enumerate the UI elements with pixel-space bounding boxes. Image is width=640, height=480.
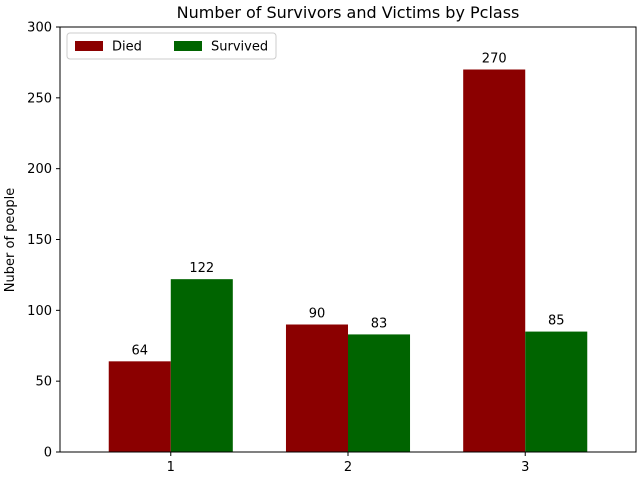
y-axis-label: Nuber of people [3, 188, 18, 292]
bar-survived-2 [348, 334, 411, 452]
y-tick-label: 150 [27, 233, 52, 248]
legend-swatch-survived [174, 41, 202, 51]
y-tick-label: 300 [27, 21, 52, 36]
y-tick-label: 200 [27, 162, 52, 177]
x-tick-label: 3 [521, 460, 529, 475]
legend-label-died: Died [112, 40, 142, 55]
legend-swatch-died [75, 41, 103, 51]
plot-area: 64 90 270 122 83 85 0 50 100 150 200 250 300 1 2 3 [27, 21, 637, 475]
bar-survived-3 [525, 331, 588, 452]
data-label-survived-1: 122 [189, 261, 214, 276]
legend: Died Survived [66, 32, 277, 60]
data-label-died-3: 270 [482, 52, 507, 67]
data-label-survived-3: 85 [548, 314, 565, 329]
bar-died-2 [285, 324, 348, 452]
legend-box [66, 32, 277, 60]
data-label-survived-2: 83 [371, 316, 388, 331]
data-label-died-1: 64 [131, 343, 148, 358]
x-tick-label: 1 [167, 460, 175, 475]
y-tick-label: 100 [27, 304, 52, 319]
bar-survived-1 [170, 279, 233, 452]
y-tick-label: 50 [35, 375, 52, 390]
data-label-died-2: 90 [309, 307, 326, 322]
bar-died-3 [463, 69, 526, 452]
bar-died-1 [108, 361, 171, 452]
legend-label-survived: Survived [211, 40, 268, 55]
y-tick-label: 0 [44, 446, 52, 461]
y-tick-label: 250 [27, 91, 52, 106]
x-tick-label: 2 [344, 460, 352, 475]
chart-title: Number of Survivors and Victims by Pclas… [177, 3, 520, 22]
